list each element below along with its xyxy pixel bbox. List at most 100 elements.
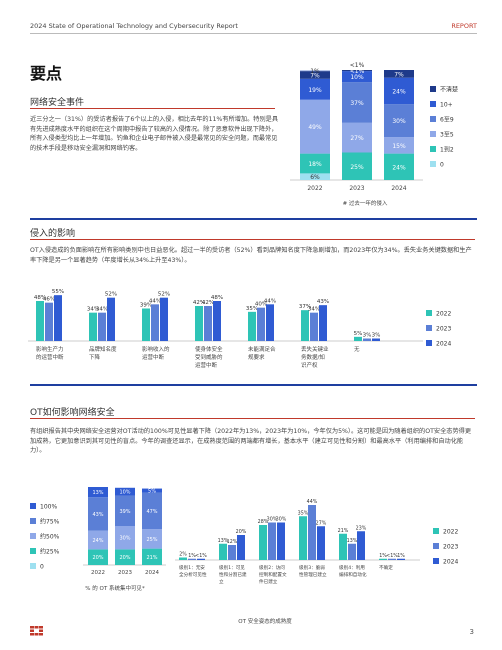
stacked-bar-segment	[300, 78, 330, 100]
data-label: 1%	[397, 553, 405, 559]
data-label: <1%	[350, 62, 365, 69]
data-label: 10%	[350, 74, 364, 81]
tick-label: 级别1：无安	[179, 564, 205, 571]
bar	[308, 505, 316, 560]
section-heading-impact: 侵入的影响	[30, 229, 76, 239]
bar	[357, 531, 365, 560]
tick-label: 全分析可见性	[179, 571, 207, 578]
legend-label: 2024	[436, 341, 451, 348]
impact-chart: 48%46%55%影响生产力的运营中断34%34%52%品牌知名度下降39%44…	[28, 289, 451, 369]
tick-label: 件已建立	[259, 578, 278, 585]
data-label: 55%	[52, 289, 64, 295]
data-label: 35%	[298, 510, 309, 516]
legend-label: 2024	[443, 559, 458, 566]
bar	[372, 338, 380, 341]
stacked-bar-segment	[342, 82, 372, 123]
bar	[179, 557, 187, 560]
legend-label: 2023	[436, 326, 451, 333]
data-label: 44%	[149, 298, 161, 304]
stacked-bar-segment	[300, 70, 330, 72]
legend-label: 2023	[443, 544, 458, 551]
data-label: 7%	[394, 71, 404, 78]
visibility-chart: 20% 24% 43% 13% 2022 20% 30% 39% 10% 2023 21% 25% 47…	[30, 487, 166, 576]
legend-swatch	[433, 558, 439, 564]
stacked-bar-segment	[115, 526, 135, 550]
data-label: 20%	[92, 555, 103, 561]
stacked-bar-segment	[342, 152, 372, 180]
tick-label: 级别1：可见	[219, 564, 245, 571]
legend-swatch	[430, 146, 436, 152]
report-label: REPORT	[451, 22, 477, 30]
data-label: 15%	[392, 143, 406, 150]
data-label: 1%	[188, 553, 196, 559]
bar	[160, 297, 168, 341]
bar	[36, 301, 44, 341]
tick-label: 规要求	[248, 353, 265, 361]
stacked-bar-segment	[88, 530, 108, 550]
bar	[259, 525, 267, 560]
stacked-bar-segment	[300, 153, 330, 174]
legend-swatch	[430, 101, 436, 107]
data-label: 44%	[307, 499, 318, 505]
bar	[45, 302, 53, 341]
tick-label: 2022	[307, 185, 322, 192]
tick-label: 级别3：脆弱	[299, 564, 325, 571]
stacked-bar-segment	[115, 549, 135, 565]
legend-swatch	[426, 310, 432, 316]
bar	[197, 558, 205, 560]
bar	[277, 522, 285, 560]
fortinet-logo	[30, 626, 43, 636]
data-label: 3%	[363, 333, 372, 339]
legend-label: 0	[440, 162, 444, 169]
data-label: 43%	[317, 299, 329, 305]
stacked-bar-segment	[88, 549, 108, 565]
tick-label: 未能满足合	[248, 345, 276, 353]
tick-label: 性和分割已建	[219, 571, 247, 578]
data-label: <1%	[386, 553, 398, 559]
data-label: 37%	[350, 100, 364, 107]
tick-label: 编排和自动化	[339, 571, 367, 578]
bar	[151, 304, 159, 341]
legend-swatch	[433, 528, 439, 534]
legend-swatch	[426, 325, 432, 331]
data-label: 39%	[140, 303, 152, 309]
data-label: 42%	[202, 300, 214, 306]
data-label: 5%	[354, 331, 363, 337]
data-label: 3%	[372, 333, 381, 339]
bar	[98, 312, 106, 341]
stacked-bar-segment	[115, 487, 135, 496]
tick-label: 2024	[391, 185, 406, 192]
stacked-bar-segment	[342, 71, 372, 83]
tick-label: 运营中断	[142, 353, 165, 361]
data-label: 24%	[92, 538, 103, 544]
legend-label: 约75%	[40, 518, 60, 526]
data-label: 48%	[211, 295, 223, 301]
data-label: 48%	[34, 295, 46, 301]
bar	[363, 338, 371, 341]
tick-label: 2023	[118, 570, 132, 576]
bar	[142, 308, 150, 341]
legend-swatch	[30, 503, 36, 509]
section-body-ot: 有组织报告其中央网络安全运营对OT活动的100%可见性显著下降（2022年为13…	[30, 428, 472, 454]
heading-underline	[30, 418, 475, 419]
bar	[89, 312, 97, 341]
bar	[310, 312, 318, 341]
data-label: 34%	[87, 307, 99, 313]
legend-label: 0	[40, 564, 44, 571]
data-label: 24%	[392, 164, 406, 171]
data-label: 43%	[92, 512, 103, 518]
data-label: 42%	[193, 300, 205, 306]
data-label: 13%	[347, 538, 358, 544]
data-label: 18%	[308, 161, 322, 168]
data-label: 23%	[356, 525, 367, 531]
bar	[354, 336, 362, 341]
legend-swatch	[30, 533, 36, 539]
section-divider	[30, 218, 477, 220]
data-label: <1%	[350, 68, 365, 75]
page-title: 要点	[30, 64, 63, 83]
data-label: 30%	[267, 517, 278, 523]
stacked-bar-segment	[142, 492, 162, 530]
legend-swatch	[430, 86, 436, 92]
tick-label: 下降	[89, 353, 101, 361]
bar	[204, 306, 212, 341]
